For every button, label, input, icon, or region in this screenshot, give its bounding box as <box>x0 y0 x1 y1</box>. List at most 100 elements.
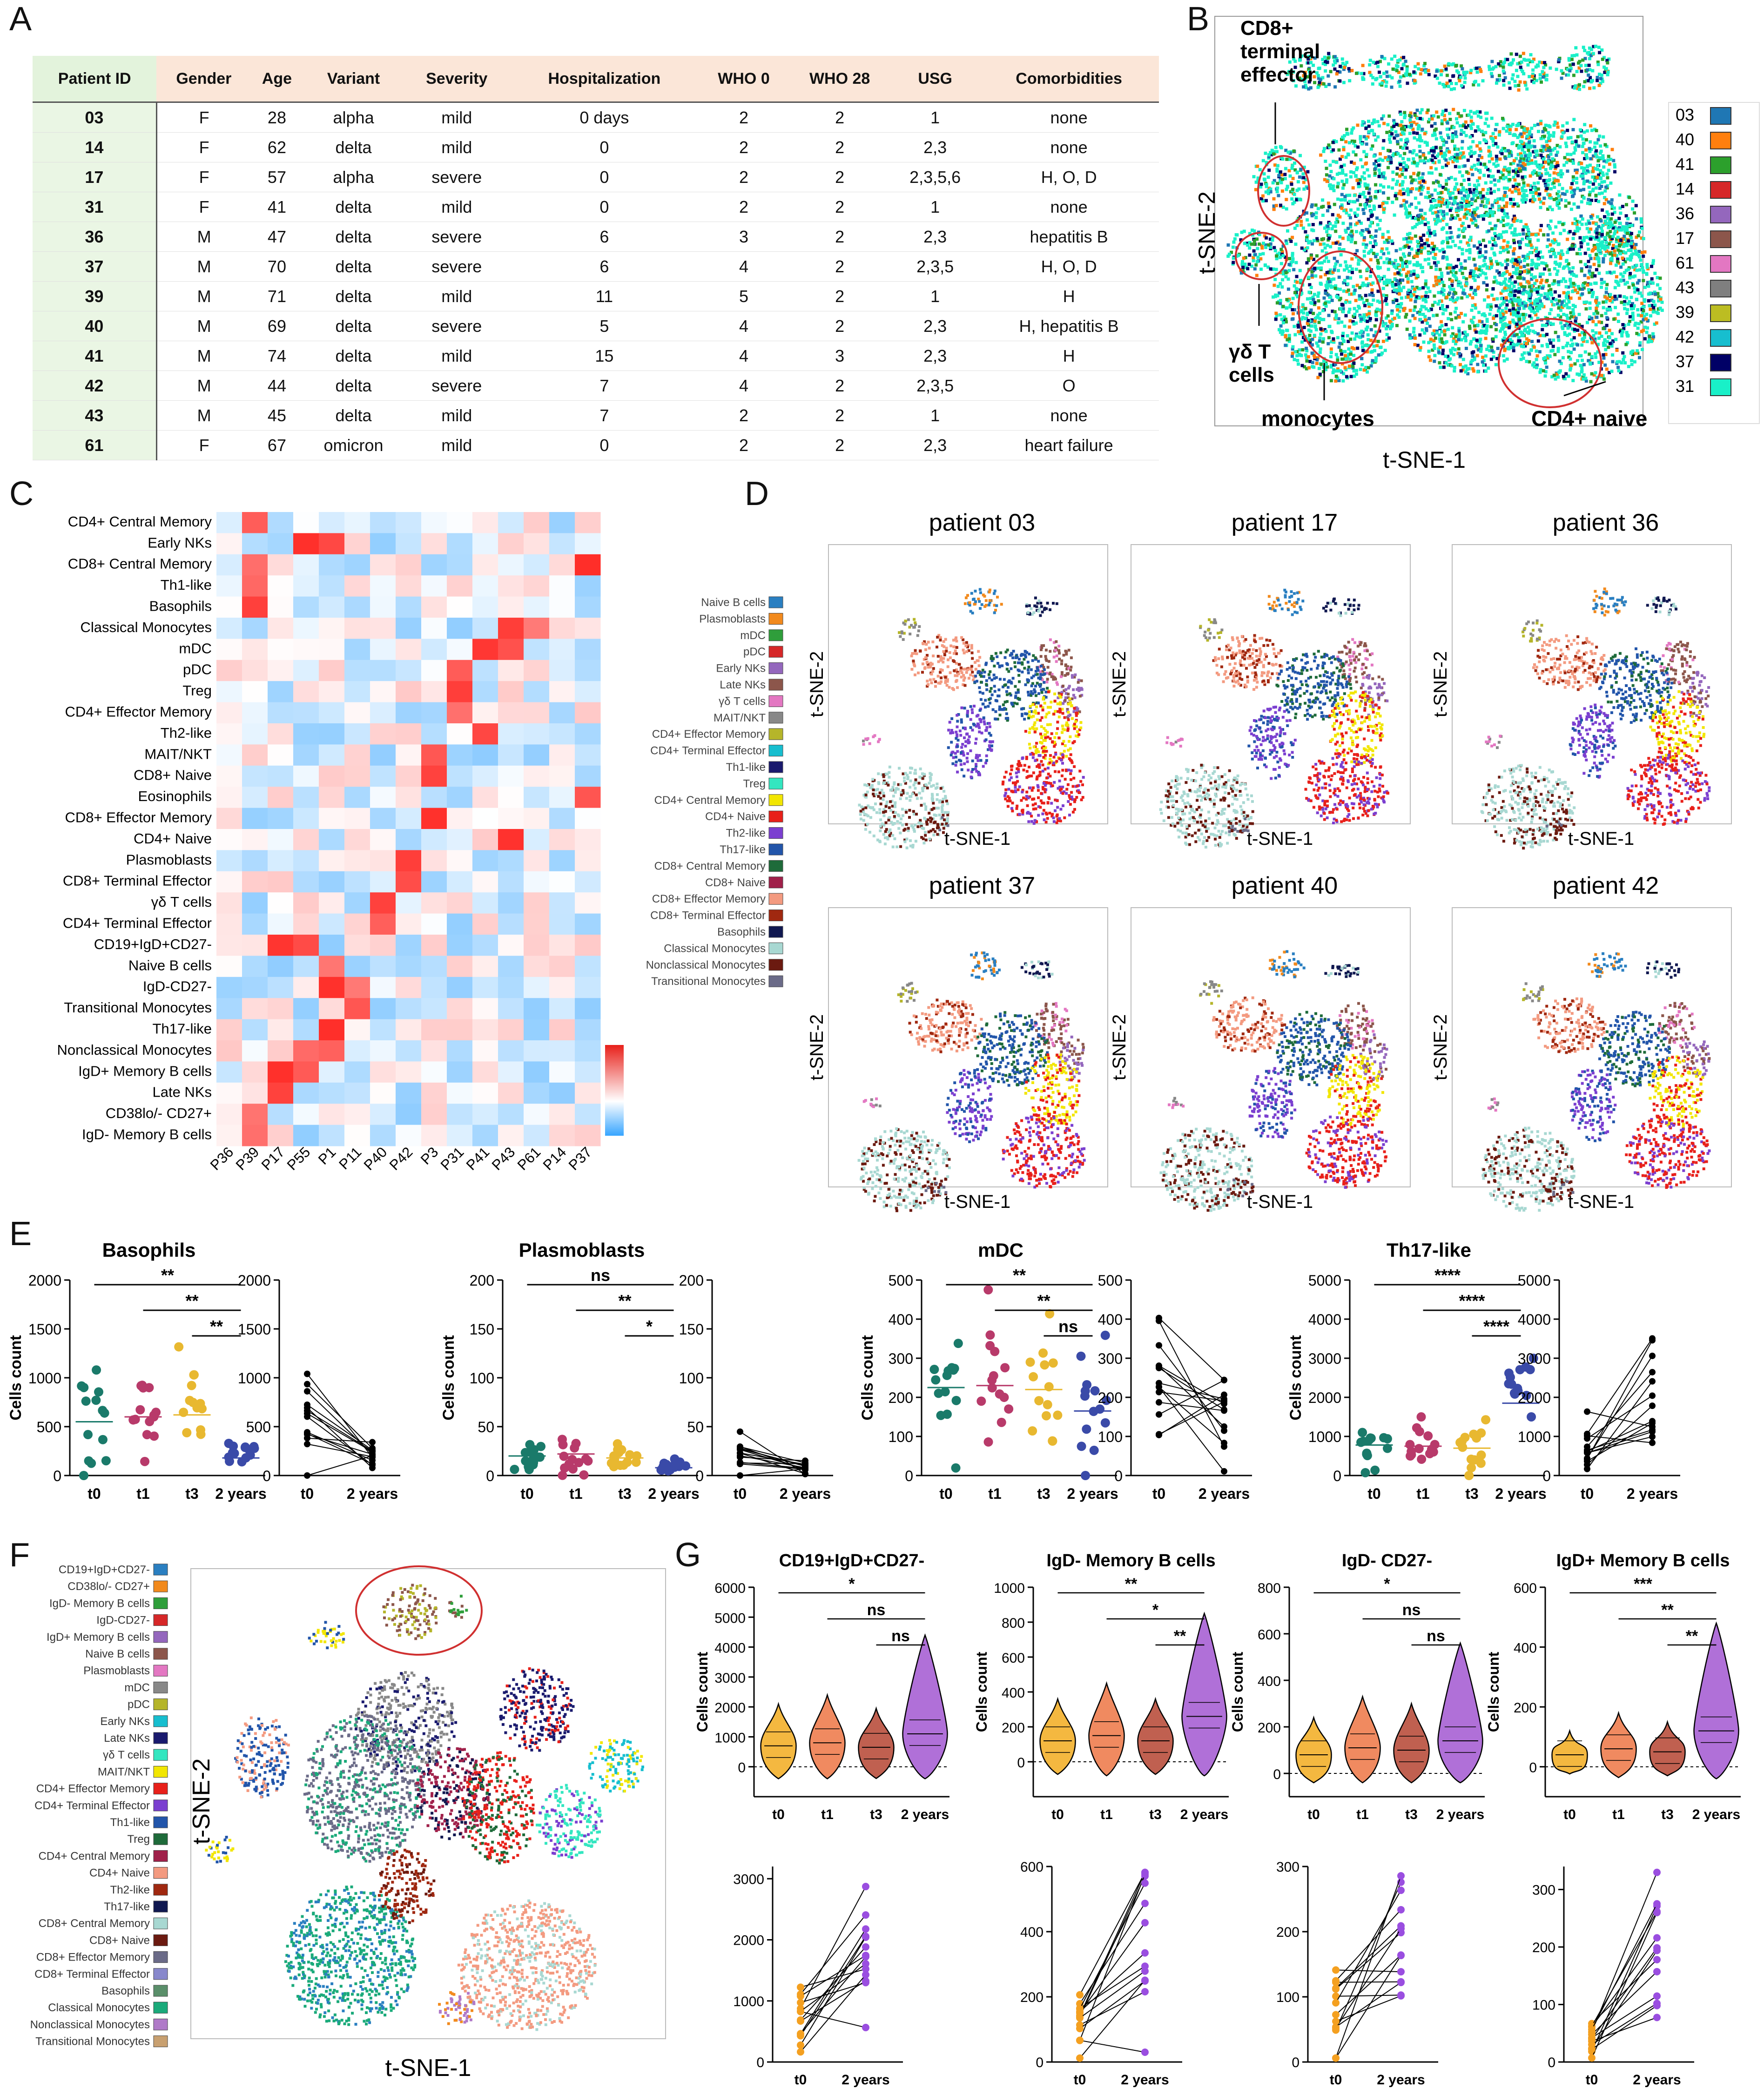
tsne-point <box>1499 64 1502 67</box>
tsne-point <box>1476 246 1480 250</box>
tsne-point <box>1358 178 1362 182</box>
tsne-point <box>1261 159 1265 162</box>
tsne-point <box>1592 312 1596 316</box>
tsne-point <box>1357 258 1360 262</box>
table-cell: 17 <box>33 162 157 192</box>
tsne-point <box>1344 260 1347 264</box>
tsne-point <box>1347 347 1351 351</box>
tsne-point <box>1320 317 1324 321</box>
tsne-point <box>1574 46 1578 50</box>
tsne-point <box>1547 159 1550 163</box>
tsne-point <box>1327 336 1331 339</box>
tsne-point <box>1452 337 1456 341</box>
tsne-point <box>1413 317 1417 320</box>
tsne-point <box>1349 375 1353 378</box>
tsne-point <box>1401 180 1405 184</box>
tsne-point <box>1524 142 1528 146</box>
tsne-point <box>1633 323 1637 327</box>
tsne-point <box>1289 240 1293 243</box>
tsne-point <box>1531 72 1535 76</box>
tsne-point <box>1472 316 1476 319</box>
tsne-point <box>1445 141 1448 144</box>
tsne-point <box>1527 232 1531 236</box>
tsne-point <box>1497 179 1501 183</box>
tsne-point <box>1399 305 1402 309</box>
tsne-point <box>1291 345 1295 349</box>
tsne-point <box>1518 246 1522 249</box>
tsne-point <box>1434 189 1437 192</box>
tsne-point <box>1399 75 1402 79</box>
tsne-point <box>1332 177 1336 181</box>
tsne-point <box>1317 321 1321 324</box>
tsne-point <box>1500 236 1503 239</box>
tsne-point <box>1481 313 1484 317</box>
tsne-point <box>1560 279 1563 283</box>
tsne-point <box>1497 204 1501 208</box>
point-cloud <box>1226 45 1664 384</box>
tsne-point <box>1421 270 1425 274</box>
tsne-point <box>1421 216 1425 220</box>
tsne-point <box>1367 120 1370 123</box>
tsne-point <box>1361 192 1365 196</box>
tsne-point <box>1610 300 1614 304</box>
tsne-point <box>1401 146 1405 150</box>
tsne-point <box>1594 167 1597 171</box>
table-cell: 2,3 <box>891 133 979 162</box>
tsne-point <box>1327 143 1331 147</box>
tsne-point <box>1305 238 1309 242</box>
tsne-point <box>1378 266 1382 270</box>
tsne-point <box>1363 203 1367 207</box>
tsne-point <box>1433 354 1437 357</box>
tsne-point <box>1290 354 1294 358</box>
tsne-point <box>1509 298 1513 302</box>
tsne-point <box>1486 303 1490 307</box>
tsne-point <box>1405 166 1408 169</box>
tsne-point <box>1549 321 1552 325</box>
tsne-point <box>1337 345 1341 349</box>
tsne-point <box>1400 127 1403 131</box>
tsne-point <box>1615 297 1618 301</box>
tsne-point <box>1359 368 1362 371</box>
tsne-point <box>1375 307 1379 311</box>
tsne-point <box>1548 134 1551 138</box>
tsne-point <box>1297 352 1301 356</box>
tsne-point <box>1549 152 1553 156</box>
tsne-point <box>1518 167 1522 171</box>
tsne-point <box>1509 291 1513 295</box>
tsne-point <box>1460 114 1463 118</box>
tsne-point <box>1273 283 1276 287</box>
table-cell: 2 <box>788 371 891 401</box>
tsne-point <box>1345 375 1348 378</box>
tsne-point <box>1487 344 1490 348</box>
tsne-point <box>1548 174 1552 177</box>
tsne-point <box>1613 225 1617 229</box>
tsne-point <box>1338 79 1342 83</box>
tsne-point <box>1427 229 1431 232</box>
tsne-point <box>1501 312 1505 316</box>
tsne-point <box>1569 282 1573 285</box>
tsne-point <box>1624 343 1628 346</box>
tsne-point <box>1566 153 1569 156</box>
tsne-point <box>1653 290 1656 294</box>
tsne-point <box>1337 317 1340 321</box>
tsne-point <box>1341 307 1345 310</box>
tsne-point <box>1623 271 1627 274</box>
tsne-point <box>1291 236 1294 239</box>
tsne-point <box>1467 171 1470 175</box>
tsne-point <box>1459 262 1463 266</box>
tsne-point <box>1452 299 1455 303</box>
tsne-point <box>1438 345 1442 349</box>
tsne-point <box>1387 268 1390 271</box>
tsne-point <box>1593 256 1597 260</box>
tsne-point <box>1372 251 1375 255</box>
tsne-point <box>1324 85 1328 88</box>
tsne-point <box>1645 312 1649 316</box>
tsne-point <box>1379 152 1382 155</box>
tsne-point <box>1642 318 1645 322</box>
tsne-point <box>1441 248 1445 251</box>
table-cell: 1 <box>891 401 979 431</box>
tsne-point <box>1590 275 1594 278</box>
tsne-point <box>1355 168 1359 171</box>
tsne-point <box>1443 64 1447 68</box>
tsne-point <box>1368 196 1372 200</box>
